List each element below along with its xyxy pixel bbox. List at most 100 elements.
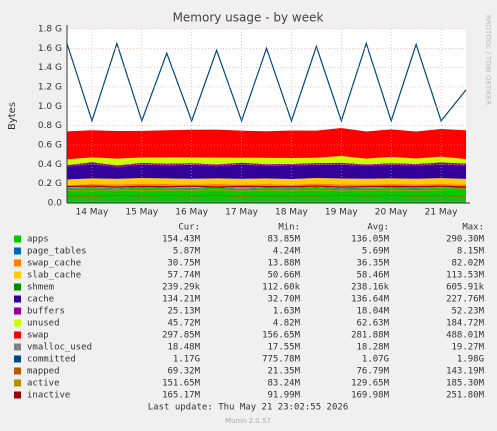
series-line: [66, 187, 467, 192]
stacked-area: [67, 127, 466, 160]
legend-stat: 488.01M: [446, 331, 485, 341]
footer: Munin 2.0.57: [225, 417, 271, 425]
legend-stat: 17.55M: [267, 343, 300, 353]
x-tick-label: 20 May: [375, 208, 409, 218]
y-tick-label: 1.6 G: [38, 44, 62, 54]
y-tick-label: 1.0 G: [38, 102, 62, 112]
legend-stat: 4.82M: [273, 319, 301, 329]
legend-stat: 1.63M: [273, 307, 301, 317]
legend-stat: 290.30M: [446, 235, 485, 245]
legend-swatch: [14, 295, 21, 303]
legend-swatch: [14, 379, 21, 387]
chart-title: Memory usage - by week: [173, 11, 324, 25]
legend-swatch: [14, 235, 21, 243]
x-tick-label: 16 May: [175, 208, 209, 218]
legend-label: swap: [27, 331, 49, 341]
y-tick-label: 0.6 G: [38, 141, 62, 151]
legend-swatch: [14, 367, 21, 375]
legend-stat: 129.65M: [351, 379, 390, 389]
legend-stat: 36.35M: [356, 259, 389, 269]
legend-stat: 605.91k: [446, 283, 485, 293]
legend-stat: 32.70M: [267, 295, 300, 305]
legend-label: apps: [27, 235, 49, 245]
legend-stat: 238.16k: [351, 283, 390, 293]
legend-stat: 62.63M: [356, 319, 389, 329]
y-tick-label: 1.2 G: [38, 83, 62, 93]
x-tick-label: 19 May: [325, 208, 359, 218]
legend-stat: 1.98G: [457, 355, 484, 365]
last-update: Last update: Thu May 21 23:02:55 2026: [148, 403, 348, 413]
stacked-area: [67, 177, 466, 186]
stacked-area: [67, 155, 466, 166]
stat-header: Max:: [462, 223, 484, 233]
legend-stat: 136.05M: [351, 235, 390, 245]
legend-stat: 5.87M: [173, 247, 201, 257]
y-tick-label: 0.8 G: [38, 121, 62, 131]
legend-stat: 1.17G: [173, 355, 200, 365]
legend-stat: 184.72M: [446, 319, 485, 329]
legend-stat: 143.19M: [446, 367, 485, 377]
legend-swatch: [14, 259, 21, 267]
legend-stat: 165.17M: [162, 391, 201, 401]
legend-stat: 69.32M: [167, 367, 200, 377]
legend-stat: 13.88M: [267, 259, 300, 269]
legend-label: slab_cache: [27, 271, 81, 281]
legend-label: shmem: [27, 283, 54, 293]
legend-stat: 52.23M: [451, 307, 484, 317]
x-tick-label: 21 May: [425, 208, 459, 218]
legend-stat: 151.65M: [162, 379, 201, 389]
legend-swatch: [14, 343, 21, 351]
legend-label: active: [27, 379, 60, 389]
legend-stat: 134.21M: [162, 295, 201, 305]
legend-stat: 83.24M: [267, 379, 300, 389]
stacked-area: [67, 163, 466, 180]
legend-swatch: [14, 283, 21, 291]
x-tick-label: 18 May: [275, 208, 309, 218]
legend-stat: 30.75M: [167, 259, 200, 269]
legend-stat: 50.66M: [267, 271, 300, 281]
legend-stat: 185.30M: [446, 379, 485, 389]
stat-header: Cur:: [178, 223, 200, 233]
legend-label: buffers: [27, 307, 65, 317]
x-tick-label: 15 May: [125, 208, 159, 218]
legend-stat: 8.15M: [457, 247, 485, 257]
stacked-area: [67, 186, 466, 189]
legend-stat: 83.85M: [267, 235, 300, 245]
plot: [66, 41, 467, 203]
stat-header: Avg:: [367, 223, 389, 233]
y-tick-label: 0.2 G: [38, 179, 62, 189]
series-line: [66, 194, 467, 197]
legend-stat: 5.69M: [362, 247, 390, 257]
legend-label: committed: [27, 355, 76, 365]
legend-label: mapped: [27, 367, 60, 377]
legend-label: swap_cache: [27, 259, 81, 269]
legend-stat: 227.76M: [446, 295, 485, 305]
legend-label: inactive: [27, 391, 70, 401]
legend-label: vmalloc_used: [27, 343, 92, 353]
legend-stat: 112.60k: [262, 283, 301, 293]
legend-stat: 76.79M: [356, 367, 389, 377]
legend-stat: 156.65M: [262, 331, 301, 341]
legend-stat: 19.27M: [451, 343, 484, 353]
legend-stat: 251.80M: [446, 391, 485, 401]
series-line: [66, 185, 467, 188]
legend-stat: 18.04M: [356, 307, 389, 317]
legend-swatch: [14, 247, 21, 255]
legend-label: page_tables: [27, 247, 87, 257]
stat-header: Min:: [278, 223, 300, 233]
x-tick-label: 14 May: [75, 208, 109, 218]
legend-swatch: [14, 355, 21, 363]
legend-stat: 57.74M: [167, 271, 200, 281]
legend-stat: 82.02M: [451, 259, 484, 269]
legend-swatch: [14, 391, 21, 399]
legend-label: cache: [27, 295, 54, 305]
legend-swatch: [14, 307, 21, 315]
legend-stat: 239.29k: [162, 283, 201, 293]
legend-stat: 21.35M: [267, 367, 300, 377]
legend-stat: 4.24M: [273, 247, 301, 257]
legend-stat: 775.78M: [262, 355, 301, 365]
y-axis-label: Bytes: [7, 102, 18, 130]
legend-stat: 113.53M: [446, 271, 485, 281]
y-tick-label: 0.4 G: [38, 160, 62, 170]
